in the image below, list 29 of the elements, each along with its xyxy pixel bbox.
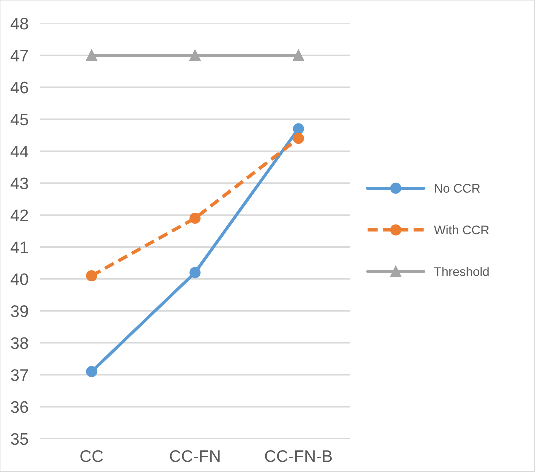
legend-label: With CCR — [434, 225, 490, 235]
y-tick-label: 40 — [10, 274, 28, 286]
y-tick-label: 44 — [10, 146, 29, 158]
y-tick-label: 46 — [10, 82, 28, 94]
x-tick-label: CC-FN — [170, 450, 220, 462]
y-tick-label: 35 — [11, 433, 28, 446]
y-tick-label: 39 — [11, 306, 28, 318]
point — [293, 50, 304, 62]
point — [86, 366, 98, 378]
point — [86, 270, 98, 282]
x-tick-label: CC-FN-B — [265, 450, 332, 462]
y-tick-label: 38 — [11, 338, 28, 350]
point — [293, 123, 304, 135]
legend-label: No CCR — [435, 184, 480, 193]
y-tick-label: 37 — [11, 369, 28, 382]
y-tick-label: 43 — [10, 178, 28, 190]
y-tick-label: 47 — [10, 50, 28, 62]
y-tick-label: 36 — [11, 401, 28, 414]
point — [86, 50, 98, 62]
y-tick-label: 42 — [10, 210, 28, 222]
x-tick-label: CC — [80, 450, 104, 462]
point — [293, 133, 304, 144]
y-tick-label: 41 — [10, 242, 28, 254]
legend-label: Threshold — [434, 267, 489, 276]
point — [190, 267, 201, 278]
point — [190, 212, 201, 224]
y-tick-label: 48 — [10, 18, 28, 30]
point — [190, 50, 201, 62]
y-tick-label: 45 — [10, 114, 28, 126]
